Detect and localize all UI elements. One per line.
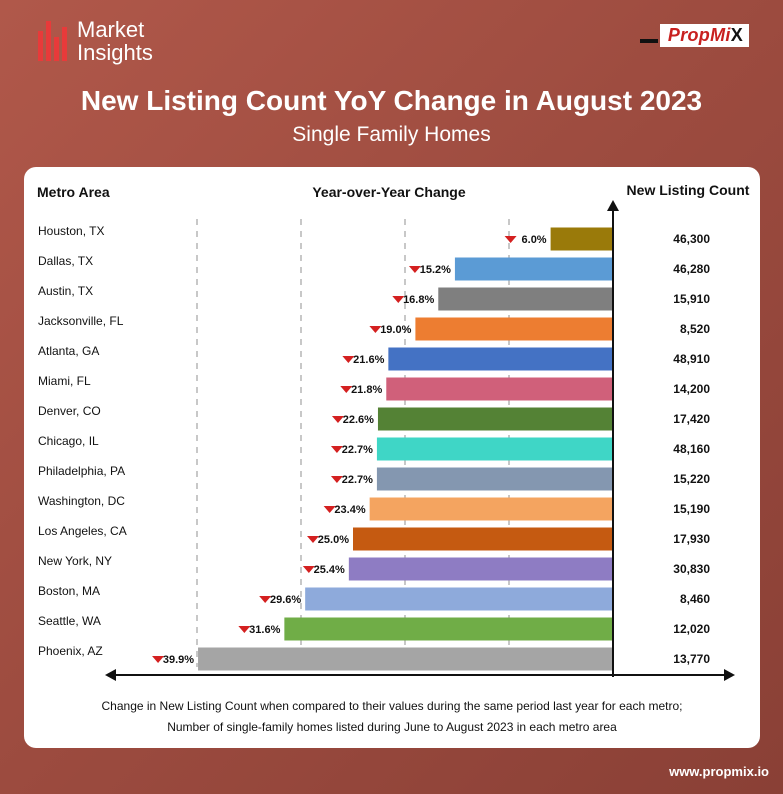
bar [376,437,613,461]
metro-column-header: Metro Area [37,184,110,200]
count-column-header: New Listing Count [627,182,750,198]
down-arrow-icon [302,566,315,573]
metro-label: New York, NY [38,554,112,568]
metro-label: Jacksonville, FL [38,314,124,328]
down-arrow-icon [152,656,165,663]
change-value-label: 25.4% [314,564,345,576]
listing-count-label: 46,300 [673,232,710,246]
bar [438,287,613,311]
down-arrow-icon [369,326,382,333]
metro-label: Denver, CO [38,404,101,418]
metro-label: Washington, DC [38,494,125,508]
propmix-brand-logo: PropMiX [639,23,749,47]
down-arrow-icon [330,446,343,453]
down-arrow-icon [323,506,336,513]
metro-label: Boston, MA [38,584,100,598]
axis-arrow-up-icon [607,200,619,211]
down-arrow-icon [340,386,353,393]
metro-label: Atlanta, GA [38,344,99,358]
change-value-label: 21.6% [353,354,384,366]
change-value-label: 25.0% [318,534,349,546]
metro-label: Chicago, IL [38,434,99,448]
bar [550,227,613,251]
change-value-label: 15.2% [420,264,451,276]
down-arrow-icon [307,536,319,543]
listing-count-label: 46,280 [673,262,710,276]
listing-count-label: 17,930 [673,532,710,546]
down-arrow-icon [504,236,517,243]
brand-x: X [730,24,743,45]
listing-count-label: 12,020 [673,622,710,636]
page-subtitle: Single Family Homes [292,123,491,146]
change-column-header: Year-over-Year Change [312,184,466,200]
logo-line1: Market [77,17,145,42]
metro-label: Miami, FL [38,374,91,388]
bar [198,647,614,671]
metro-label: Houston, TX [38,224,104,238]
listing-count-label: 48,910 [673,352,710,366]
down-arrow-icon [408,266,421,273]
change-value-label: 22.6% [343,414,374,426]
axis-arrow-left-icon [105,669,116,681]
change-value-label: 22.7% [342,444,373,456]
bar [388,347,613,371]
chart-svg: Metro Area Year-over-Year Change New Listi… [37,182,750,734]
bar-chart-icon [38,21,67,61]
listing-count-label: 8,460 [680,592,710,606]
bar [415,317,613,341]
page-title: New Listing Count YoY Change in August 2… [80,85,703,116]
change-value-label: 31.6% [249,624,280,636]
down-arrow-icon [259,596,272,603]
chart-note-line1: Change in New Listing Count when compare… [102,699,683,713]
listing-count-label: 15,220 [673,472,710,486]
listing-count-label: 17,420 [673,412,710,426]
bar [348,557,613,581]
chart-note-line2: Number of single-family homes listed dur… [167,720,617,734]
bar [386,377,613,401]
change-value-label: 22.7% [342,474,373,486]
bar [305,587,613,611]
listing-count-label: 48,160 [673,442,710,456]
metro-label: Dallas, TX [38,254,93,268]
bar [369,497,613,521]
metro-label: Los Angeles, CA [38,524,127,538]
footer-url[interactable]: www.propmix.io [669,764,769,779]
down-arrow-icon [392,296,405,303]
bar [377,407,613,431]
change-value-label: 39.9% [163,654,194,666]
down-arrow-icon [330,476,343,483]
change-value-label: 19.0% [380,324,411,336]
brand-main: PropMi [667,24,731,45]
listing-count-label: 15,190 [673,502,710,516]
metro-label: Phoenix, AZ [38,644,103,658]
market-insights-logo: Market Insights [38,18,153,64]
chart-card: Metro Area Year-over-Year Change New Listi… [24,167,760,748]
metro-label: Seattle, WA [38,614,101,628]
metro-label: Austin, TX [38,284,93,298]
logo-text: Market Insights [77,18,153,64]
listing-count-label: 30,830 [673,562,710,576]
change-value-label: 16.8% [403,294,434,306]
logo-line2: Insights [77,40,153,65]
change-value-label: 29.6% [270,594,301,606]
down-arrow-icon [238,626,251,633]
brand-underline [639,39,658,43]
down-arrow-icon [342,356,355,363]
bar [454,257,613,281]
metro-label: Philadelphia, PA [38,464,125,478]
listing-count-label: 13,770 [673,652,710,666]
listing-count-label: 15,910 [673,292,710,306]
bar [284,617,613,641]
change-value-label: 21.8% [351,384,382,396]
bar [353,527,613,551]
bar [376,467,613,491]
listing-count-label: 14,200 [673,382,710,396]
axis-arrow-right-icon [724,669,735,681]
brand-box: PropMiX [659,23,749,47]
listing-count-label: 8,520 [680,322,710,336]
down-arrow-icon [331,416,344,423]
change-value-label: 6.0% [522,234,547,246]
change-value-label: 23.4% [334,504,365,516]
